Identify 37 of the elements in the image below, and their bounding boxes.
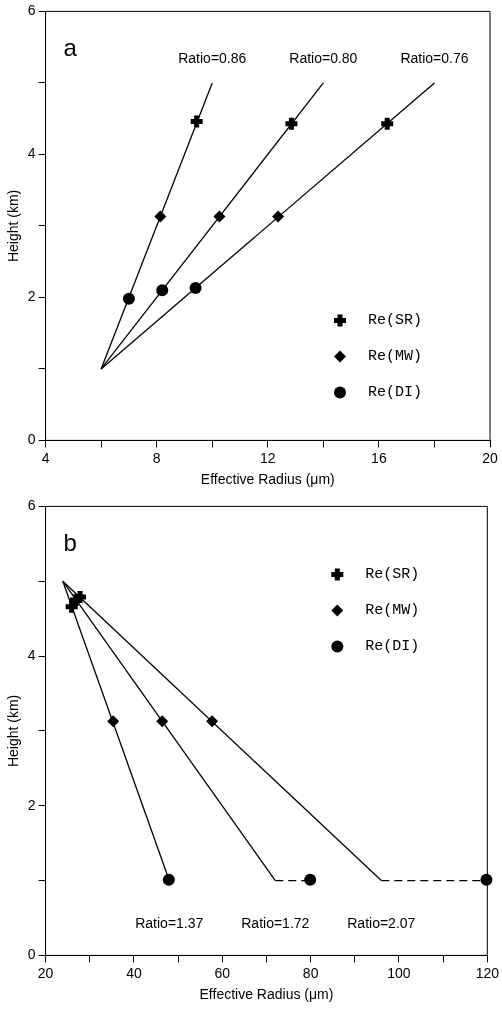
x-tick-label: 12 xyxy=(260,449,276,466)
x-tick-label: 60 xyxy=(214,964,231,981)
legend-label: Re(SR) xyxy=(365,566,420,584)
legend-label: Re(DI) xyxy=(368,384,423,402)
annotation: Ratio=0.86 xyxy=(178,49,247,66)
x-tick-label: 16 xyxy=(371,449,387,466)
x-tick-label: 8 xyxy=(152,449,161,466)
y-tick-label: 0 xyxy=(27,431,36,448)
legend-label: Re(SR) xyxy=(368,312,423,330)
x-axis-title: Effective Radius (μm) xyxy=(200,471,335,488)
legend-label: Re(MW) xyxy=(365,602,420,620)
legend-label: Re(DI) xyxy=(365,638,420,656)
x-axis-title: Effective Radius (μm) xyxy=(199,986,334,1003)
annotation: Ratio=0.76 xyxy=(400,49,469,66)
text: b xyxy=(63,529,77,557)
y-tick-label: 4 xyxy=(27,646,36,663)
y-tick-label: 6 xyxy=(27,497,36,514)
x-tick-label: 100 xyxy=(387,964,411,981)
y-tick-label: 6 xyxy=(27,2,36,19)
y-tick-label: 4 xyxy=(27,145,36,162)
x-tick-label: 4 xyxy=(41,449,50,466)
x-tick-label: 20 xyxy=(37,964,54,981)
y-tick-label: 2 xyxy=(27,288,36,305)
annotation: Ratio=1.37 xyxy=(135,915,204,932)
y-tick-label: 0 xyxy=(27,946,36,963)
x-tick-label: 20 xyxy=(482,449,498,466)
y-tick-label: 2 xyxy=(27,796,36,813)
y-axis-title: Height (km) xyxy=(5,189,22,263)
annotation: Ratio=0.80 xyxy=(289,49,358,66)
x-tick-label: 40 xyxy=(126,964,142,981)
annotation: Ratio=2.07 xyxy=(347,915,416,932)
x-tick-label: 120 xyxy=(475,964,500,981)
legend-label: Re(MW) xyxy=(368,348,423,366)
x-tick-label: 80 xyxy=(302,964,319,981)
annotation: Ratio=1.72 xyxy=(241,915,310,932)
text: a xyxy=(63,34,78,62)
y-axis-title: Height (km) xyxy=(5,694,22,768)
